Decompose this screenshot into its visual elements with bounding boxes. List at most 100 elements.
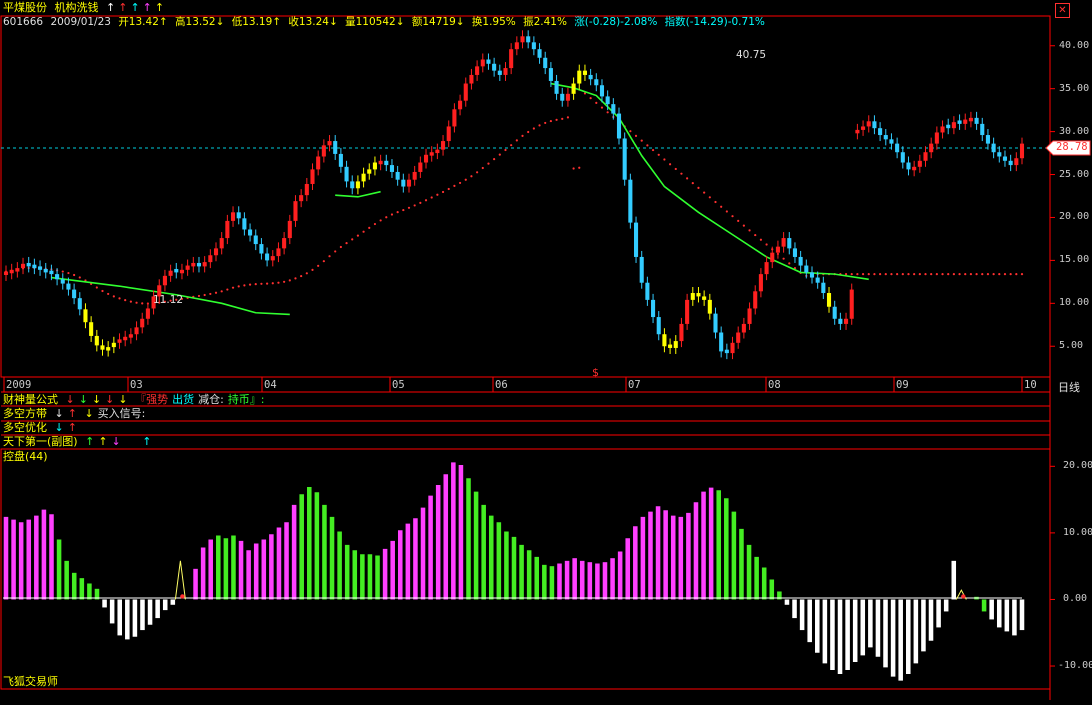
candle-body: [287, 220, 292, 239]
candle-body: [219, 238, 224, 249]
candle-body: [406, 179, 412, 187]
red-ma-dot: [793, 267, 797, 270]
red-ma-dot: [578, 166, 581, 169]
candle-body: [282, 238, 287, 249]
candle-body: [577, 70, 582, 84]
red-ma-dot: [385, 216, 388, 219]
red-ma-dot: [226, 288, 229, 291]
red-ma-dot: [61, 270, 64, 273]
red-ma-dot: [1003, 273, 1007, 276]
red-ma-dot: [84, 279, 87, 282]
candle-body: [304, 183, 309, 196]
candle-body: [225, 220, 230, 239]
candle-body: [191, 262, 196, 267]
candle-body: [134, 327, 139, 335]
red-ma-dot: [901, 273, 904, 276]
indicator-line-1[interactable]: 财神量公式 ↓ ↓ ↓ ↓ ↓ 『强势 出货 减仓: 持币』:: [3, 393, 269, 406]
red-ma-dot: [453, 184, 456, 187]
red-ma-dot: [476, 171, 479, 174]
ex-rights-mark: $: [592, 366, 599, 379]
red-ma-dot: [118, 297, 121, 300]
red-ma-dot: [765, 243, 768, 246]
red-ma-dot: [583, 92, 587, 95]
red-ma-dot: [606, 111, 609, 114]
candle-body: [151, 296, 156, 309]
candle-body: [117, 339, 122, 343]
close-icon[interactable]: ✕: [1055, 3, 1070, 18]
candle-body: [72, 289, 77, 299]
red-ma-dot: [754, 233, 757, 237]
red-ma-dot: [248, 283, 252, 286]
price-tick-label: 35.00: [1059, 82, 1090, 94]
red-ma-dot: [158, 301, 161, 304]
candle-body: [912, 166, 917, 171]
green-down-arrow-icon: ↓: [78, 393, 88, 406]
indicator-line-5[interactable]: 控盘(44): [3, 450, 52, 463]
candle-body: [213, 248, 219, 256]
low-price-label: 11.12: [153, 294, 184, 306]
red-ma-dot: [311, 268, 314, 271]
candle-body: [724, 349, 729, 354]
indicator-line-4[interactable]: 天下第一(副图) ↑ ↑ ↓ ↑: [3, 435, 155, 448]
candle-body: [423, 154, 429, 163]
candle-body: [242, 218, 247, 230]
red-ma-dot: [510, 144, 513, 147]
sub-tick-label: 10.00: [1063, 526, 1092, 538]
candle-body: [503, 68, 508, 75]
red-ma-dot: [419, 201, 422, 205]
red-up-arrow-icon: ↑: [67, 421, 77, 434]
red-ma-dot: [390, 213, 394, 216]
red-ma-dot: [265, 282, 269, 285]
red-ma-dot: [271, 282, 274, 285]
red-ma-dot: [243, 284, 246, 287]
indicator-name-3: 多空优化: [3, 421, 47, 434]
red-ma-dot: [691, 182, 694, 185]
candle-body: [929, 143, 934, 153]
candle-body: [15, 268, 20, 272]
candle-body: [526, 36, 531, 43]
yellow-up-arrow-icon: ↑: [98, 435, 108, 448]
candle-body: [401, 179, 406, 187]
red-ma-dot: [73, 273, 76, 277]
candle-body: [32, 264, 37, 269]
sub-tick-label: 0.00: [1063, 593, 1088, 605]
yellow-down-arrow-icon: ↓: [91, 393, 102, 406]
formula-arrow-icon: ↑: [118, 1, 128, 14]
candle-body: [866, 121, 871, 127]
red-ma-dot: [896, 273, 899, 276]
candle-body: [923, 152, 928, 161]
red-ma-dot: [396, 211, 399, 214]
candle-body: [111, 342, 116, 348]
candle-body: [838, 318, 843, 324]
candle-body: [435, 149, 440, 154]
red-ma-dot: [651, 148, 655, 152]
candle-body: [826, 293, 832, 307]
red-ma-dot: [300, 274, 303, 278]
candle-body: [338, 153, 343, 167]
red-ma-dot: [464, 178, 467, 181]
red-ma-dot: [930, 273, 933, 276]
time-tick-marks: [3, 377, 1023, 392]
red-ma-dot: [124, 299, 127, 302]
time-tick-label: 08: [768, 379, 781, 391]
candle-body: [49, 270, 54, 275]
candle-body: [605, 96, 610, 105]
green-moving-average-line: [51, 82, 869, 316]
red-ma-dot: [180, 297, 184, 300]
candle-body: [565, 93, 570, 101]
red-ma-dot: [742, 224, 745, 227]
period-label[interactable]: 日线: [1058, 381, 1080, 394]
signal-dot: [961, 594, 966, 599]
candle-body: [957, 120, 962, 124]
candle-body: [174, 268, 179, 273]
indicator-line-2[interactable]: 多空方带 ↓ ↑ ↓ 买入信号:: [3, 407, 149, 420]
candle-body: [889, 139, 894, 144]
candle-body: [594, 79, 599, 86]
candle-body: [991, 143, 996, 153]
candle-body: [633, 222, 639, 257]
red-ma-dot: [260, 282, 263, 285]
quote-amount: 额14719↓: [411, 16, 465, 28]
indicator-line-3[interactable]: 多空优化 ↓ ↑: [3, 421, 81, 434]
red-ma-dot: [714, 200, 717, 204]
